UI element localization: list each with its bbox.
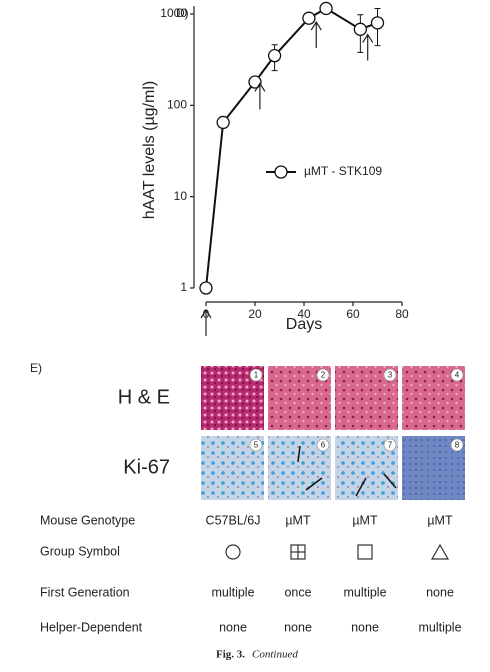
image-number-badge <box>383 368 397 382</box>
data-point <box>319 1 333 16</box>
data-point <box>199 281 213 295</box>
image-arrow <box>355 477 367 497</box>
table-cell: none <box>426 585 454 599</box>
series-line <box>205 7 378 289</box>
table-row-label: Group Symbol <box>40 544 120 558</box>
table-cell: µMT <box>352 513 378 527</box>
image-arrow <box>383 473 397 489</box>
x-tick-label: 40 <box>297 307 311 321</box>
table-cell: none <box>284 620 312 634</box>
data-point <box>370 16 385 30</box>
image-number-badge <box>450 438 464 452</box>
table-cell: µMT <box>285 513 311 527</box>
x-tick-label: 60 <box>346 307 360 321</box>
panel-label: E) <box>30 361 42 375</box>
symbol-circle <box>225 544 241 560</box>
image-arrow <box>297 445 301 463</box>
injection-arrow <box>362 33 374 61</box>
image-number: 4 <box>455 371 460 380</box>
image-number: 1 <box>254 371 259 380</box>
table-cell: C57BL/6J <box>206 513 261 527</box>
y-tick-label: 1 <box>180 280 187 294</box>
table-cell: multiple <box>211 585 254 599</box>
injection-arrow <box>254 82 266 110</box>
row-label: Ki-67 <box>123 456 170 478</box>
table-cell: once <box>284 585 311 599</box>
image-number: 7 <box>388 441 393 450</box>
injection-arrow <box>310 20 322 49</box>
table-cell: multiple <box>343 585 386 599</box>
caption-label: Fig. 3. <box>216 649 245 661</box>
data-point <box>353 22 368 36</box>
table-cell: none <box>351 620 379 634</box>
data-point <box>248 75 262 89</box>
table-cell: µMT <box>427 513 453 527</box>
legend-label: µMT - STK109 <box>304 164 382 178</box>
symbol-triangle <box>430 543 450 560</box>
data-point <box>216 115 230 130</box>
x-axis-title: Days <box>286 316 322 333</box>
symbol-square <box>357 544 373 560</box>
y-tick-label: 1000 <box>160 6 187 20</box>
data-point <box>302 11 316 25</box>
image-number: 8 <box>455 441 460 450</box>
image-number-badge <box>450 368 464 382</box>
group-symbols <box>225 543 450 560</box>
x-tick-label: 80 <box>395 307 409 321</box>
data-point <box>267 48 282 63</box>
image-number-badge <box>316 368 330 382</box>
x-tick-label: 20 <box>248 307 262 321</box>
table-row-label: Mouse Genotype <box>40 513 135 527</box>
injection-arrow <box>200 308 212 336</box>
image-number-badge <box>316 438 330 452</box>
table-cell: multiple <box>418 620 461 634</box>
caption-text: Continued <box>252 649 298 661</box>
image-number-badge <box>383 438 397 452</box>
image-number-badge <box>249 368 263 382</box>
y-tick-label: 10 <box>174 189 188 203</box>
row-label: H & E <box>118 386 170 408</box>
y-tick-label: 100 <box>167 98 187 112</box>
image-number: 2 <box>321 371 326 380</box>
image-number-badge <box>249 438 263 452</box>
image-arrow <box>305 477 323 491</box>
image-number: 3 <box>388 371 393 380</box>
y-axis-title: hAAT levels (µg/ml) <box>141 81 158 219</box>
legend-marker <box>274 165 288 179</box>
table-row-label: First Generation <box>40 585 130 599</box>
image-number: 5 <box>254 441 259 450</box>
table-row-label: Helper-Dependent <box>40 620 143 634</box>
image-number: 6 <box>321 441 326 450</box>
panel-label: D) <box>176 6 189 20</box>
table-cell: none <box>219 620 247 634</box>
